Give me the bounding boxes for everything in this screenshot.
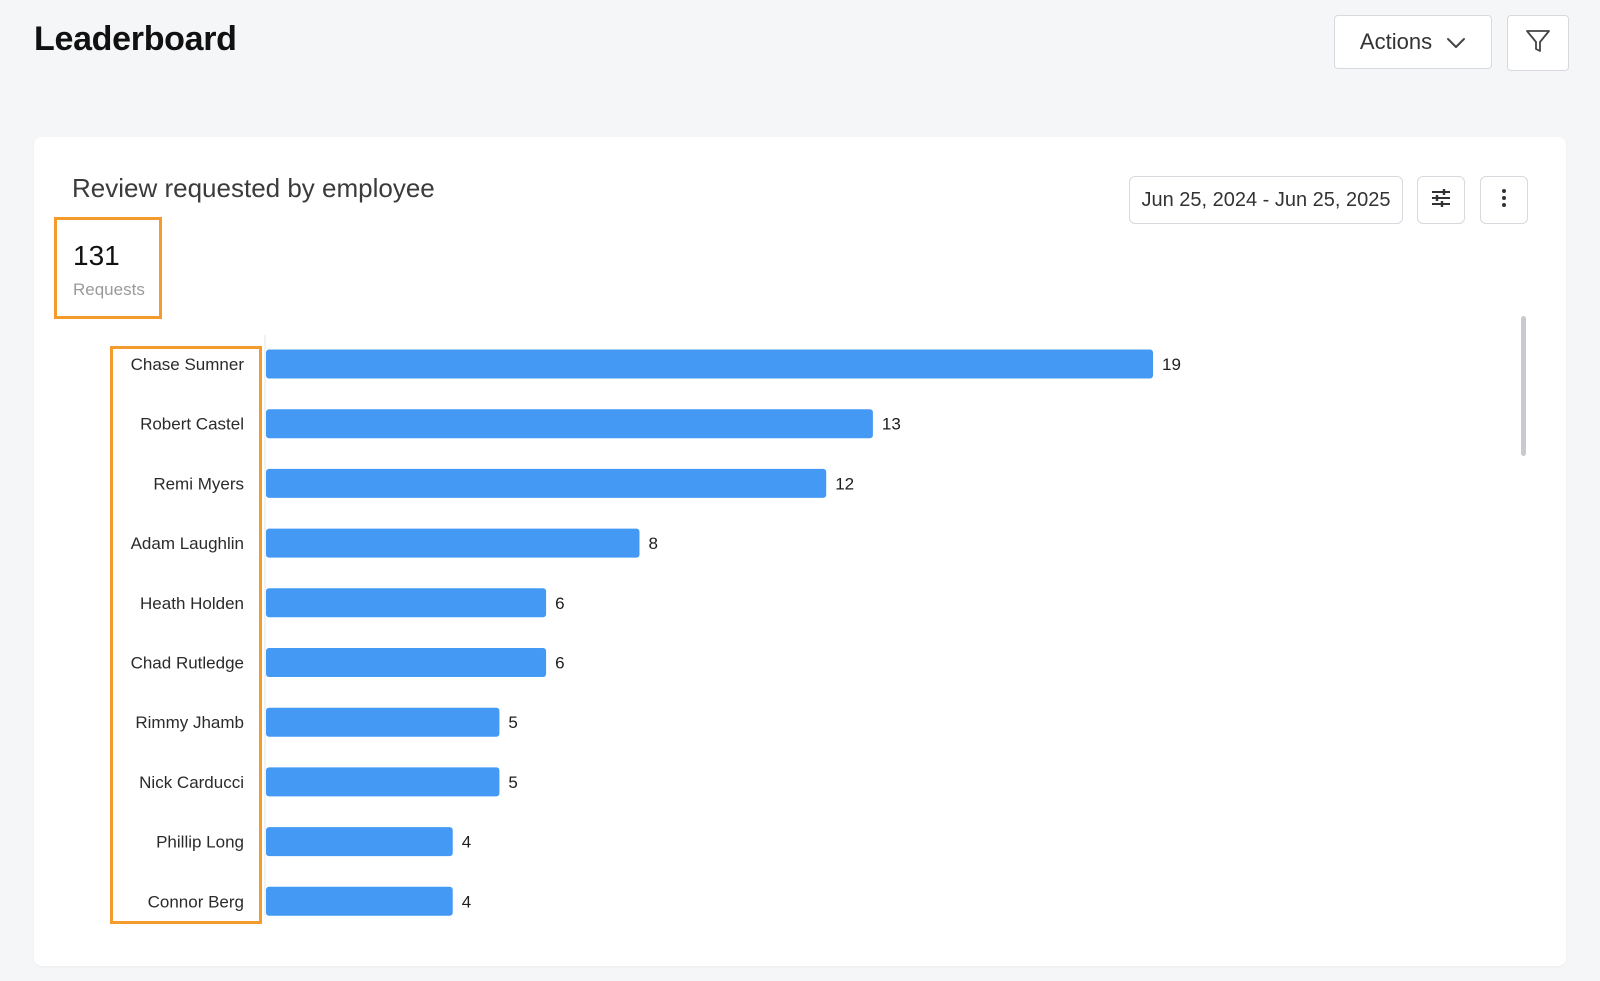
sliders-icon xyxy=(1430,187,1452,214)
filter-icon xyxy=(1525,28,1551,59)
data-label: 4 xyxy=(462,833,471,852)
bar[interactable] xyxy=(266,409,873,439)
category-label: Chad Rutledge xyxy=(131,654,244,673)
chart-scrollbar[interactable] xyxy=(1521,316,1526,456)
bar[interactable] xyxy=(266,468,827,498)
category-label: Robert Castel xyxy=(140,415,244,434)
more-vertical-icon xyxy=(1501,188,1507,213)
more-options-button[interactable] xyxy=(1480,176,1528,224)
data-label: 5 xyxy=(508,773,517,792)
metric-value: 131 xyxy=(73,240,120,271)
filter-button[interactable] xyxy=(1507,15,1569,71)
category-label: Connor Berg xyxy=(148,892,244,911)
category-label: Adam Laughlin xyxy=(131,534,244,553)
data-label: 4 xyxy=(462,892,471,911)
data-label: 13 xyxy=(882,415,901,434)
category-label: Chase Sumner xyxy=(131,355,245,374)
employee-bar-chart: Chase Sumner 19 Robert Castel 13 Remi Myers 1… xyxy=(131,335,1181,916)
actions-label: Actions xyxy=(1359,29,1433,54)
card-title: Review requested by employee xyxy=(72,173,435,203)
data-label: 5 xyxy=(508,713,517,732)
data-label: 6 xyxy=(555,654,564,673)
actions-dropdown-button[interactable]: Actions xyxy=(1334,15,1492,69)
bar[interactable] xyxy=(266,886,453,916)
bar[interactable] xyxy=(266,827,453,857)
category-label: Rimmy Jhamb xyxy=(135,713,244,732)
review-requests-card: Review requested by employee Jun 25, 202… xyxy=(34,137,1566,966)
bar[interactable] xyxy=(266,588,547,618)
bar[interactable] xyxy=(266,648,547,677)
metric-label: Requests xyxy=(73,280,145,299)
page-title: Leaderboard xyxy=(34,20,237,58)
chart-settings-button[interactable] xyxy=(1417,176,1465,224)
data-label: 6 xyxy=(555,594,564,613)
bar[interactable] xyxy=(266,767,500,797)
bar[interactable] xyxy=(266,707,500,737)
category-label: Heath Holden xyxy=(140,594,244,613)
data-label: 19 xyxy=(1162,355,1181,374)
chevron-down-icon xyxy=(1446,29,1466,55)
date-range-picker[interactable]: Jun 25, 2024 - Jun 25, 2025 xyxy=(1129,176,1403,224)
category-label: Remi Myers xyxy=(153,474,244,493)
data-label: 8 xyxy=(648,534,657,553)
category-label: Nick Carducci xyxy=(139,773,244,792)
bar[interactable] xyxy=(266,349,1153,379)
bar[interactable] xyxy=(266,528,640,558)
category-label: Phillip Long xyxy=(156,833,244,852)
total-requests-metric: 131 Requests xyxy=(54,217,162,319)
data-label: 12 xyxy=(835,474,854,493)
